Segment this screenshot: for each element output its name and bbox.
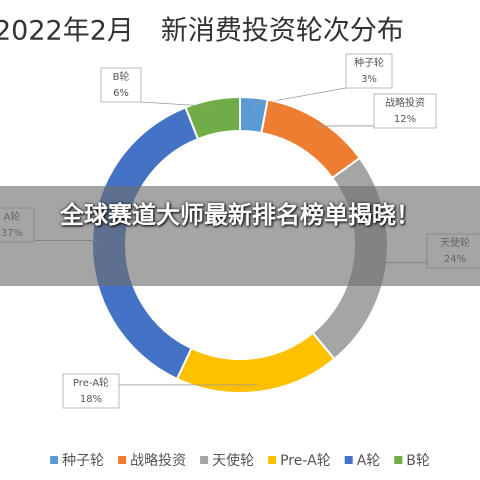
label-value: 12%	[394, 114, 416, 125]
label-value: 18%	[80, 394, 102, 405]
label-value: 6%	[113, 88, 129, 99]
donut-segment	[175, 331, 336, 394]
legend: 种子轮 战略投资 天使轮 Pre-A轮 A轮 B轮	[50, 452, 430, 469]
legend-swatch	[118, 456, 127, 464]
legend-label: 天使轮	[212, 452, 254, 469]
label-box	[62, 373, 120, 409]
label-category: B轮	[113, 70, 130, 83]
legend-swatch	[394, 456, 403, 464]
legend-swatch	[268, 456, 277, 464]
chart-title: 2022年2月 新消费投资轮次分布	[0, 16, 404, 47]
banner	[0, 186, 480, 286]
label-category: 种子轮	[354, 56, 384, 69]
legend-swatch	[200, 456, 209, 464]
label-box	[373, 93, 437, 129]
donut-segment	[260, 98, 362, 180]
legend-swatch	[344, 456, 353, 464]
legend-label: 种子轮	[62, 453, 104, 469]
label-box	[345, 53, 393, 89]
donut-segment	[184, 95, 241, 141]
legend-label: 战略投资	[130, 453, 186, 469]
banner-headline: 全球赛道大师最新排名榜单揭晓！	[60, 201, 420, 229]
legend-label: Pre-A轮	[280, 453, 331, 469]
legend-label: A轮	[357, 453, 381, 469]
callout-line	[140, 101, 214, 107]
legend-label: B轮	[406, 453, 430, 469]
label-box	[100, 67, 142, 103]
legend-swatch	[50, 456, 59, 464]
label-category: 战略投资	[385, 96, 425, 109]
label-value: 3%	[361, 74, 377, 85]
label-category: Pre-A轮	[73, 376, 109, 389]
